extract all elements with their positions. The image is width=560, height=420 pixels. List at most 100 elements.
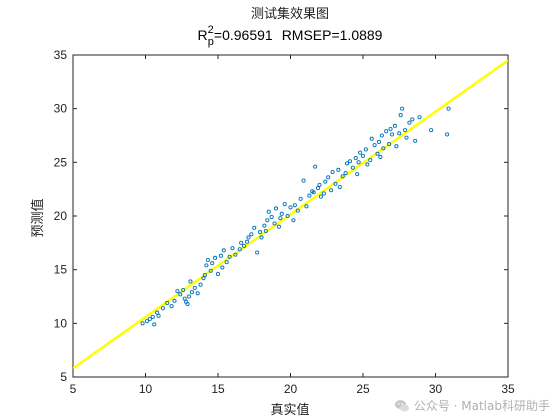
data-point	[329, 188, 334, 193]
y-axis-ticks: 5 10 15 20 25 30 35	[54, 48, 508, 384]
data-point	[292, 203, 297, 208]
data-point	[242, 244, 247, 249]
x-tick-label: 25	[356, 382, 370, 396]
data-point	[445, 132, 450, 137]
data-point	[323, 179, 328, 184]
data-point	[400, 106, 405, 111]
data-point	[178, 292, 183, 297]
data-point	[353, 155, 358, 161]
data-point	[266, 209, 271, 214]
x-tick-label: 5	[70, 382, 77, 396]
data-point	[205, 257, 210, 263]
data-point	[186, 294, 192, 299]
data-point	[369, 136, 374, 141]
data-point	[192, 285, 197, 290]
data-point	[272, 221, 277, 226]
data-point	[337, 184, 342, 190]
chart-title: 测试集效果图	[251, 6, 329, 22]
data-point	[394, 144, 399, 149]
data-point	[344, 161, 350, 166]
data-point	[356, 160, 361, 165]
data-point	[365, 162, 370, 167]
data-point	[224, 260, 229, 265]
data-point	[221, 248, 226, 253]
data-point	[379, 133, 384, 138]
data-point	[239, 240, 244, 245]
data-point	[315, 186, 321, 191]
data-point	[249, 232, 254, 237]
data-point	[202, 272, 207, 278]
data-point	[402, 128, 408, 133]
x-tick-label: 15	[211, 382, 225, 396]
data-point	[389, 132, 395, 137]
data-point	[147, 316, 152, 322]
data-point	[313, 164, 318, 169]
data-point	[208, 268, 213, 273]
watermark-text: 公众号 · Matlab科研助手	[413, 399, 550, 413]
data-point	[278, 216, 283, 221]
data-point	[307, 193, 312, 198]
data-point	[255, 250, 260, 255]
data-point	[295, 208, 300, 213]
data-point	[227, 254, 232, 259]
data-point	[321, 191, 326, 196]
y-tick-label: 25	[54, 155, 68, 169]
data-point	[336, 167, 341, 172]
r-superscript: 2	[208, 24, 214, 36]
data-point	[288, 205, 293, 210]
data-point	[355, 172, 360, 177]
rmsep-value: RMSEP=1.0889	[282, 27, 383, 43]
data-point	[198, 282, 203, 287]
x-tick-label: 10	[139, 382, 153, 396]
data-point	[172, 298, 177, 303]
data-point	[407, 120, 412, 125]
data-point	[413, 138, 418, 143]
data-point	[398, 113, 403, 118]
data-point	[165, 300, 170, 305]
x-tick-label: 35	[501, 382, 515, 396]
data-point	[246, 235, 251, 240]
data-point	[311, 190, 316, 195]
y-tick-label: 30	[54, 102, 68, 116]
data-point	[358, 150, 363, 155]
data-point	[378, 154, 383, 160]
data-point	[363, 147, 368, 152]
data-point	[188, 279, 193, 284]
data-point	[360, 153, 366, 158]
data-point	[150, 314, 155, 319]
data-point	[155, 310, 160, 315]
data-point	[343, 171, 348, 176]
data-point	[326, 175, 331, 180]
data-point	[381, 146, 386, 151]
data-point	[333, 181, 338, 186]
data-point	[410, 117, 415, 122]
data-point	[220, 265, 225, 270]
data-point	[318, 194, 324, 199]
data-point	[279, 211, 284, 216]
r-subscript: p	[208, 36, 214, 48]
data-point	[213, 255, 218, 260]
data-point	[269, 215, 274, 220]
data-point	[201, 276, 206, 281]
data-point	[392, 123, 397, 128]
r-value: =0.96591	[214, 27, 273, 43]
plot-frame	[72, 54, 509, 378]
watermark: 公众号 · Matlab科研助手	[394, 397, 550, 414]
data-point	[330, 169, 335, 175]
data-point	[215, 271, 221, 277]
data-point	[210, 261, 215, 266]
data-point	[388, 127, 393, 132]
data-point	[262, 223, 267, 228]
data-point	[259, 235, 264, 240]
y-tick-label: 35	[54, 48, 68, 62]
r-symbol: R	[198, 27, 208, 43]
x-tick-label: 30	[429, 382, 443, 396]
data-point	[263, 228, 268, 234]
data-point	[317, 182, 322, 187]
data-point	[285, 213, 290, 219]
data-point	[230, 246, 235, 251]
data-point	[265, 218, 270, 223]
data-point	[181, 288, 186, 293]
data-point	[156, 313, 161, 318]
